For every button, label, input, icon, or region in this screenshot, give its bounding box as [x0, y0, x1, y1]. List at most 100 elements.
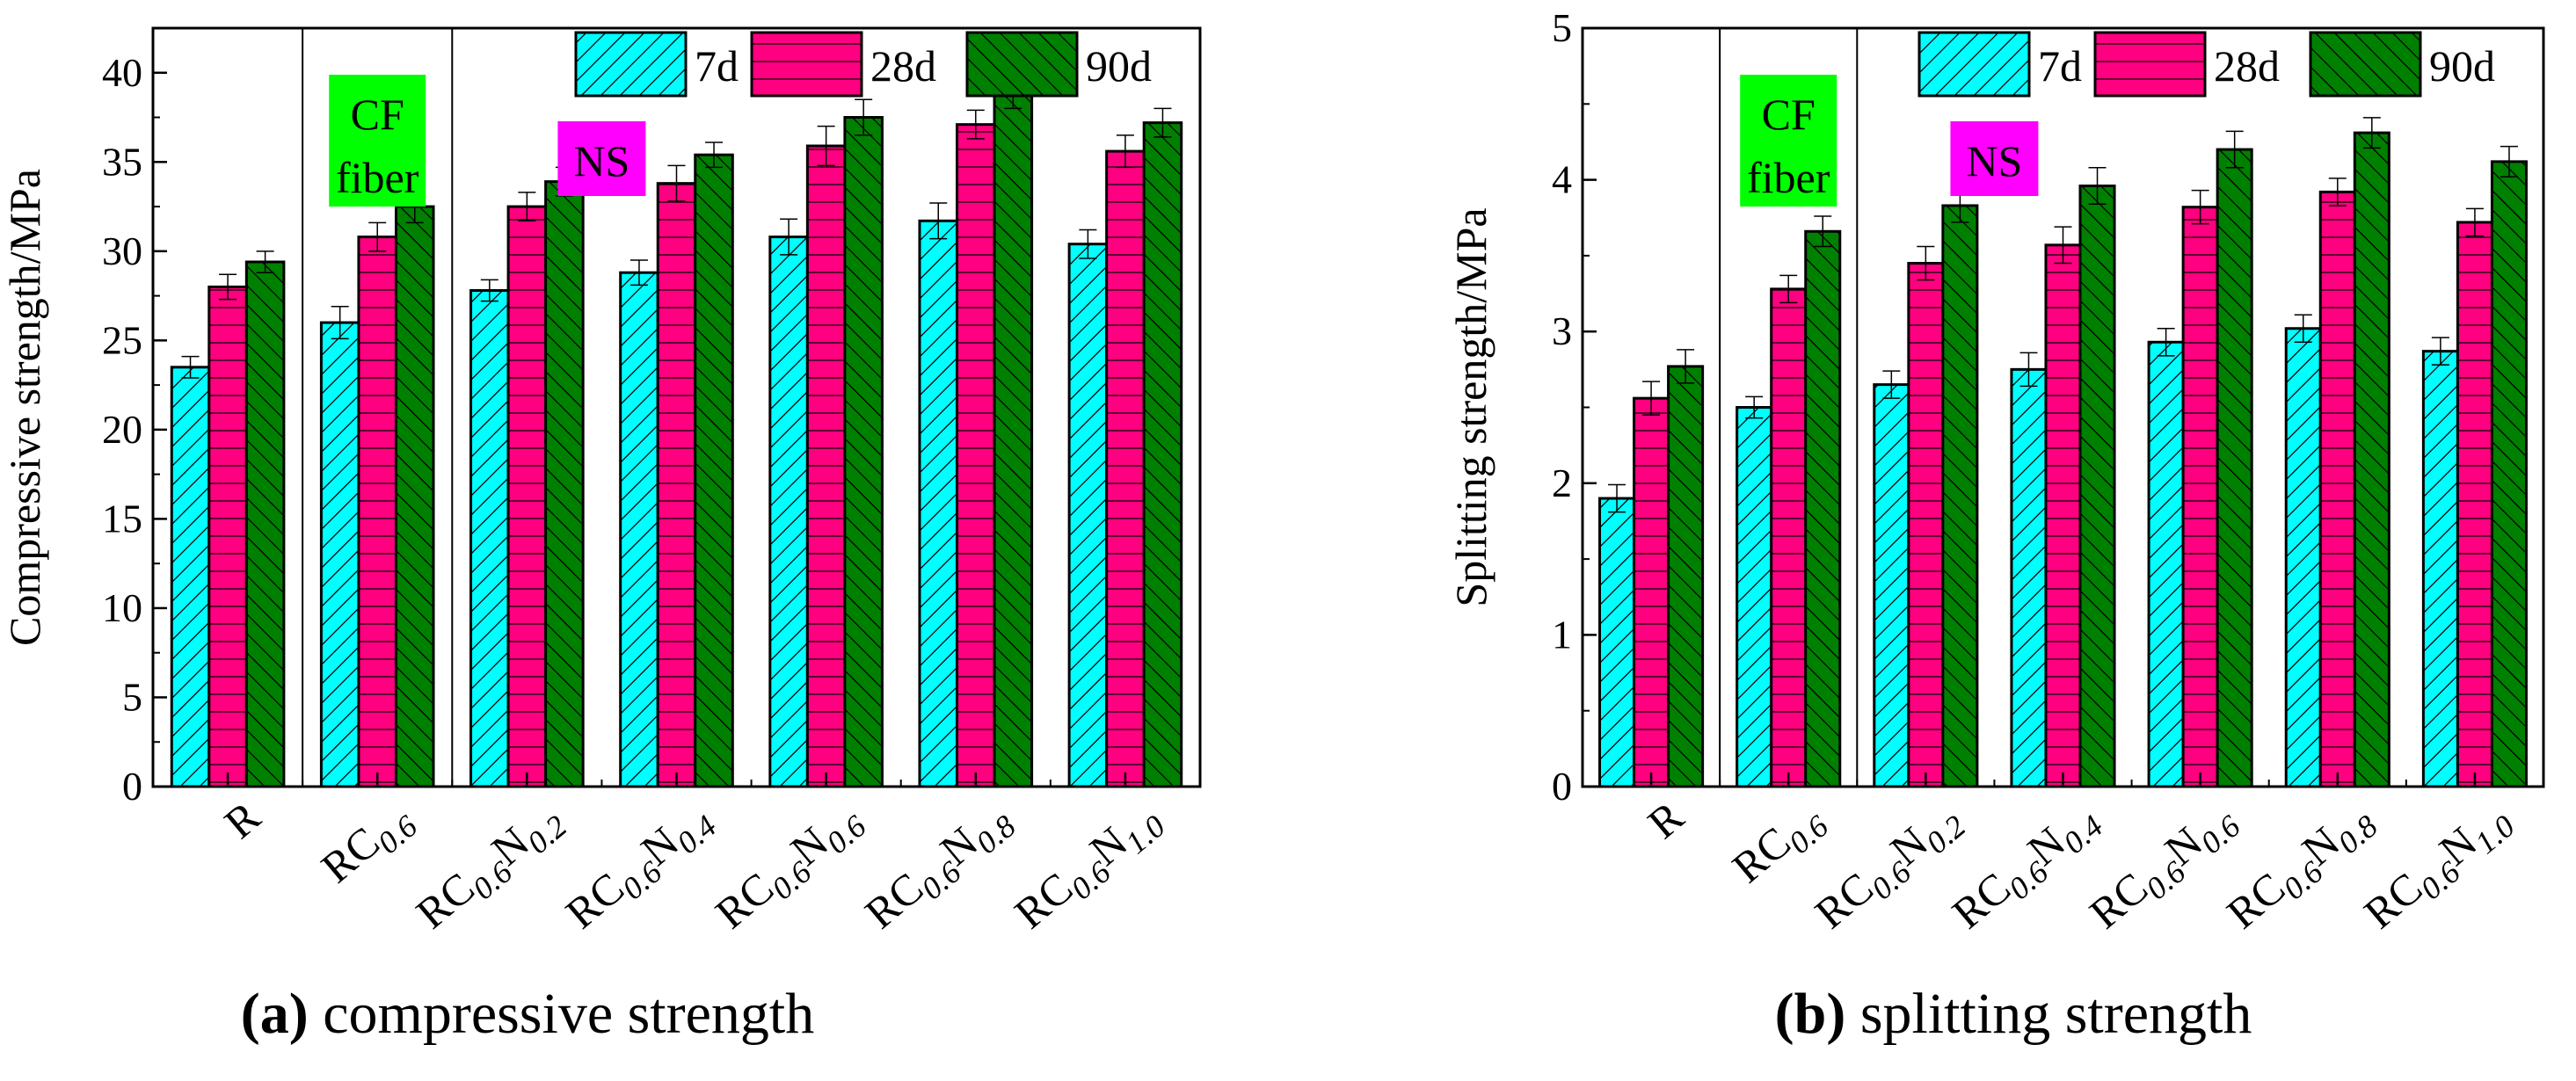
- x-tick-label: RC0.6N1.0: [2354, 792, 2521, 945]
- bar-hatch: [2353, 131, 2390, 788]
- caption-text: splitting strength: [1860, 982, 2252, 1046]
- bar-hatch: [1770, 287, 1808, 788]
- annotation-label: CF: [1762, 90, 1816, 139]
- compressive-strength-chart: CF fiber NS 0 5 10 15 20 25 30 35 40 R RC0.6RC0.6N0.2…: [0, 26, 1202, 1046]
- y-tick-label: 5: [122, 674, 142, 719]
- x-tick-label: RC0.6: [312, 792, 424, 899]
- legend-label: 7d: [2038, 41, 2082, 91]
- bar-hatch: [1142, 121, 1183, 788]
- bar-hatch: [2216, 148, 2253, 788]
- caption-letter: (b): [1775, 982, 1846, 1046]
- bar-hatch: [506, 205, 548, 788]
- y-tick-label: 5: [1552, 5, 1572, 50]
- bar-hatch: [2181, 206, 2219, 788]
- x-tick-label: RC0.6N0.4: [1943, 792, 2109, 945]
- y-tick-label: 40: [102, 50, 142, 95]
- x-tick-label: R: [1639, 791, 1693, 848]
- caption-space: [1845, 982, 1860, 1046]
- bar-hatch: [956, 123, 996, 788]
- x-tick-label: RC0.6N1.0: [1005, 792, 1171, 945]
- legend-label: 90d: [1086, 41, 1152, 91]
- bar-hatch: [805, 144, 847, 788]
- bar-hatch: [394, 205, 435, 788]
- legend-swatch-hatch: [2093, 31, 2207, 98]
- bar-hatch: [993, 91, 1034, 788]
- bar-hatch: [544, 180, 585, 788]
- x-tick-label: RC0.6N0.6: [706, 792, 872, 945]
- y-tick-label: 10: [102, 585, 142, 630]
- legend-swatch-hatch: [1917, 31, 2031, 98]
- y-tick-label: 35: [102, 139, 142, 184]
- bar-hatch: [2147, 340, 2185, 788]
- y-tick-label: 20: [102, 407, 142, 452]
- bar-hatch: [2490, 160, 2528, 788]
- bar-hatch: [1873, 383, 1910, 788]
- bar-hatch: [170, 366, 211, 788]
- legend-swatch-hatch: [2309, 31, 2422, 98]
- annotation-label: CF: [351, 90, 404, 139]
- y-tick-label: 0: [1552, 764, 1572, 809]
- x-tick-label: RC0.6N0.6: [2080, 792, 2246, 945]
- bar-hatch: [2284, 327, 2322, 788]
- x-tick-label: RC0.6N0.2: [1806, 792, 1972, 945]
- legend-swatch-hatch: [750, 31, 863, 98]
- bar-hatch: [1067, 243, 1109, 788]
- bar-hatch: [1667, 365, 1705, 788]
- y-tick-label: 1: [1552, 612, 1572, 657]
- bar-hatch: [843, 116, 884, 788]
- figure-caption: (a) compressive strength: [241, 982, 815, 1046]
- bar-hatch: [2421, 350, 2459, 788]
- bar-hatch: [2010, 367, 2048, 788]
- caption-letter: (a): [241, 982, 309, 1046]
- annotation-label: NS: [573, 136, 629, 185]
- legend-label: 28d: [870, 41, 936, 91]
- x-label-main: R: [1639, 791, 1693, 848]
- legend-label: 28d: [2214, 41, 2280, 91]
- x-tick-label: R: [215, 791, 270, 848]
- legend-label: 7d: [695, 41, 739, 91]
- bar-hatch: [1105, 149, 1146, 788]
- annotation-label: fiber: [1747, 153, 1830, 202]
- figure-caption: (b) splitting strength: [1775, 982, 2252, 1046]
- bar-hatch: [619, 271, 659, 788]
- y-tick-label: 0: [122, 764, 142, 809]
- legend-swatch-hatch: [574, 31, 688, 98]
- caption-space: [309, 982, 324, 1046]
- annotation-label: NS: [1966, 136, 2022, 185]
- annotation-box: [557, 121, 646, 196]
- caption-text: compressive strength: [323, 982, 814, 1046]
- y-tick-label: 2: [1552, 461, 1572, 505]
- y-tick-label: 30: [102, 229, 142, 273]
- y-tick-label: 25: [102, 317, 142, 362]
- x-tick-label: RC0.6N0.8: [855, 792, 1022, 945]
- legend-swatch-hatch: [965, 31, 1079, 98]
- bar-hatch: [2318, 190, 2356, 788]
- bar-hatch: [357, 236, 397, 788]
- annotation-box: [1740, 75, 1837, 207]
- bar-hatch: [694, 153, 734, 788]
- annotation-box: [329, 75, 426, 207]
- bar-hatch: [1907, 262, 1945, 788]
- y-tick-label: 3: [1552, 308, 1572, 353]
- x-tick-label: RC0.6: [1723, 792, 1835, 899]
- bar-hatch: [1804, 229, 1842, 788]
- bar-hatch: [1941, 204, 1979, 788]
- annotation-label: fiber: [336, 153, 419, 202]
- y-tick-label: 4: [1552, 157, 1572, 202]
- y-axis-title: Splitting strength/MPa: [1446, 207, 1495, 606]
- x-tick-label: RC0.6N0.4: [557, 792, 723, 945]
- bar-hatch: [207, 285, 248, 788]
- legend-label: 90d: [2429, 41, 2495, 91]
- x-label-main: R: [215, 791, 270, 848]
- bar-hatch: [768, 236, 809, 788]
- bar-hatch: [2044, 243, 2082, 788]
- bar-hatch: [319, 321, 360, 788]
- x-tick-label: RC0.6N0.8: [2217, 792, 2383, 945]
- bar-hatch: [656, 182, 697, 788]
- bar-hatch: [2078, 185, 2116, 788]
- bar-hatch: [2456, 221, 2493, 788]
- y-tick-label: 15: [102, 496, 142, 540]
- bar-hatch: [918, 219, 959, 788]
